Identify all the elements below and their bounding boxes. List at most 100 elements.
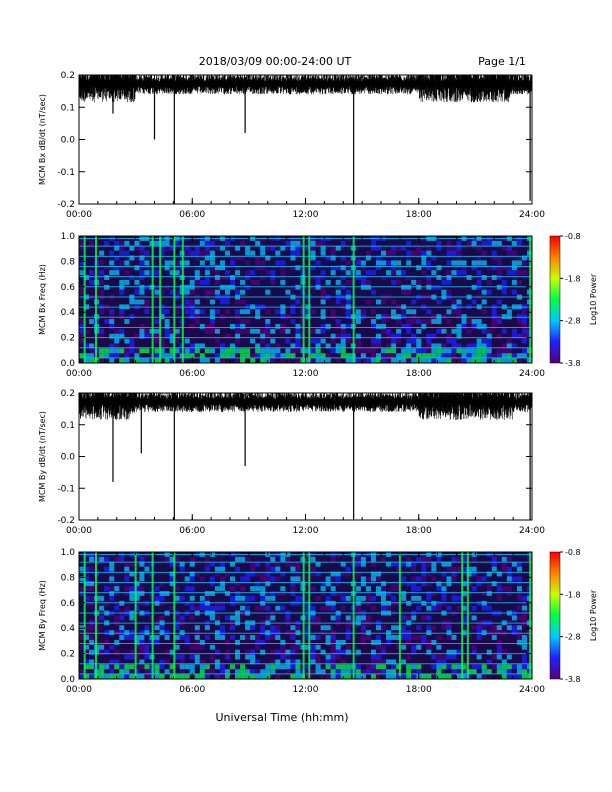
- spectrogram-cell: [255, 644, 261, 650]
- spectrogram-cell: [436, 669, 442, 675]
- spectrogram-cell: [134, 289, 140, 295]
- spectrogram-cell: [426, 260, 432, 266]
- spectrogram-cell: [426, 265, 432, 271]
- spectrogram-cell: [491, 255, 497, 261]
- spectrogram-cell: [486, 333, 492, 339]
- spectrogram-cell: [189, 309, 195, 315]
- spectrogram-cell: [456, 566, 462, 572]
- spectrogram-cell: [285, 348, 291, 354]
- spectrogram-cell: [124, 348, 130, 354]
- spectrogram-cell: [491, 323, 497, 329]
- spectrogram-cell: [240, 319, 246, 324]
- spectrogram-cell: [501, 245, 507, 251]
- spectrogram-cell: [481, 669, 487, 675]
- spectrogram-cell: [79, 338, 85, 344]
- spectrogram-cell: [416, 635, 422, 640]
- spectrogram-cell: [285, 289, 291, 295]
- spectrogram-cell: [360, 358, 366, 363]
- spectrogram-cell: [164, 669, 170, 675]
- spectrogram-cell: [84, 576, 90, 582]
- spectrogram-cell: [421, 556, 427, 562]
- spectrogram-cell: [270, 630, 276, 636]
- y-tick-label: 0.2: [61, 389, 75, 399]
- spectrogram-cell: [189, 556, 195, 562]
- spectrogram-cell: [345, 338, 351, 344]
- spectrogram-cell: [481, 343, 487, 349]
- spectrogram-cell: [320, 309, 326, 315]
- spectrogram-cell: [456, 250, 462, 256]
- spectrogram-cell: [461, 581, 467, 587]
- spectrogram-cell: [521, 595, 527, 601]
- spectrogram-cell: [446, 649, 452, 655]
- spectrogram-cell: [381, 275, 387, 280]
- y-tick-label: 0.8: [61, 257, 76, 267]
- spectrogram-cell: [230, 586, 236, 592]
- spectrogram-cell: [501, 674, 507, 679]
- spectrogram-cell: [370, 240, 376, 246]
- spectrogram-cell: [386, 260, 392, 266]
- spectrogram-cell: [325, 323, 331, 329]
- spectrogram-cell: [184, 586, 190, 592]
- spectrogram-cell: [466, 576, 472, 582]
- spectrogram-cell: [159, 630, 165, 636]
- spectrogram-cell: [260, 669, 266, 675]
- spectrogram-cell: [245, 353, 251, 359]
- spectrogram-cell: [330, 669, 336, 675]
- spectrogram-cell: [521, 270, 527, 276]
- spectrogram-cell: [270, 245, 276, 251]
- spectrogram-cell: [441, 328, 447, 334]
- spectrogram-cell: [164, 240, 170, 246]
- spectrogram-cell: [290, 561, 296, 567]
- spectrogram-cell: [496, 669, 502, 675]
- spectrogram-cell: [260, 348, 266, 354]
- spectrogram-cell: [461, 319, 467, 324]
- spectrogram-cell: [355, 309, 361, 315]
- spectrogram-cell: [381, 260, 387, 266]
- spectrogram-cell: [240, 669, 246, 675]
- spectrogram-cell: [124, 250, 130, 256]
- spectrogram-cell: [275, 576, 281, 582]
- spectrogram-cell: [416, 586, 422, 592]
- spectrogram-cell: [481, 309, 487, 315]
- spectrogram-cell: [129, 343, 135, 349]
- spectrogram-cell: [506, 664, 512, 670]
- spectrogram-cell: [315, 615, 321, 621]
- spectrogram-cell: [209, 654, 215, 660]
- spectrogram-cell: [214, 586, 220, 592]
- spectrogram-cell: [290, 625, 296, 631]
- spectrogram-cell: [401, 576, 407, 582]
- spectrogram-cell: [285, 654, 291, 660]
- spectrogram-cell: [330, 630, 336, 636]
- spectrogram-cell: [280, 591, 286, 596]
- spectrogram-cell: [345, 358, 351, 363]
- spectrogram-cell: [295, 566, 301, 572]
- spectrogram-cell: [204, 348, 210, 354]
- spectrogram-cell: [471, 625, 477, 631]
- spectrogram-cell: [119, 674, 125, 679]
- spectrogram-cell: [476, 353, 482, 359]
- spectrogram-cell: [270, 353, 276, 359]
- spectrogram-cell: [411, 635, 417, 640]
- spectrogram-cell: [245, 674, 251, 679]
- spectrogram-cell: [295, 595, 301, 601]
- spectrogram-cell: [320, 328, 326, 334]
- spectrogram-cell: [119, 250, 125, 256]
- spectrogram-cell: [461, 664, 467, 670]
- spectrogram-cell: [255, 240, 261, 246]
- spectrogram-cell: [431, 639, 437, 645]
- spectrogram-cell: [109, 343, 115, 349]
- spectrogram-cell: [451, 576, 457, 582]
- spectrogram-cell: [340, 669, 346, 675]
- spectrogram-cell: [305, 669, 311, 675]
- spectrogram-cell: [204, 358, 210, 363]
- spectrogram-cell: [406, 654, 412, 660]
- spectrogram-cell: [305, 353, 311, 359]
- spectrogram-cell: [471, 319, 477, 324]
- spectrogram-cell: [144, 328, 150, 334]
- spectrogram-cell: [219, 275, 225, 280]
- spectrogram-cell: [159, 674, 165, 679]
- spectrogram-cell: [411, 348, 417, 354]
- spectrogram-cell: [320, 314, 326, 320]
- spectrogram-cell: [265, 605, 271, 611]
- y-axis-label: MCM By Freq (Hz): [38, 580, 47, 651]
